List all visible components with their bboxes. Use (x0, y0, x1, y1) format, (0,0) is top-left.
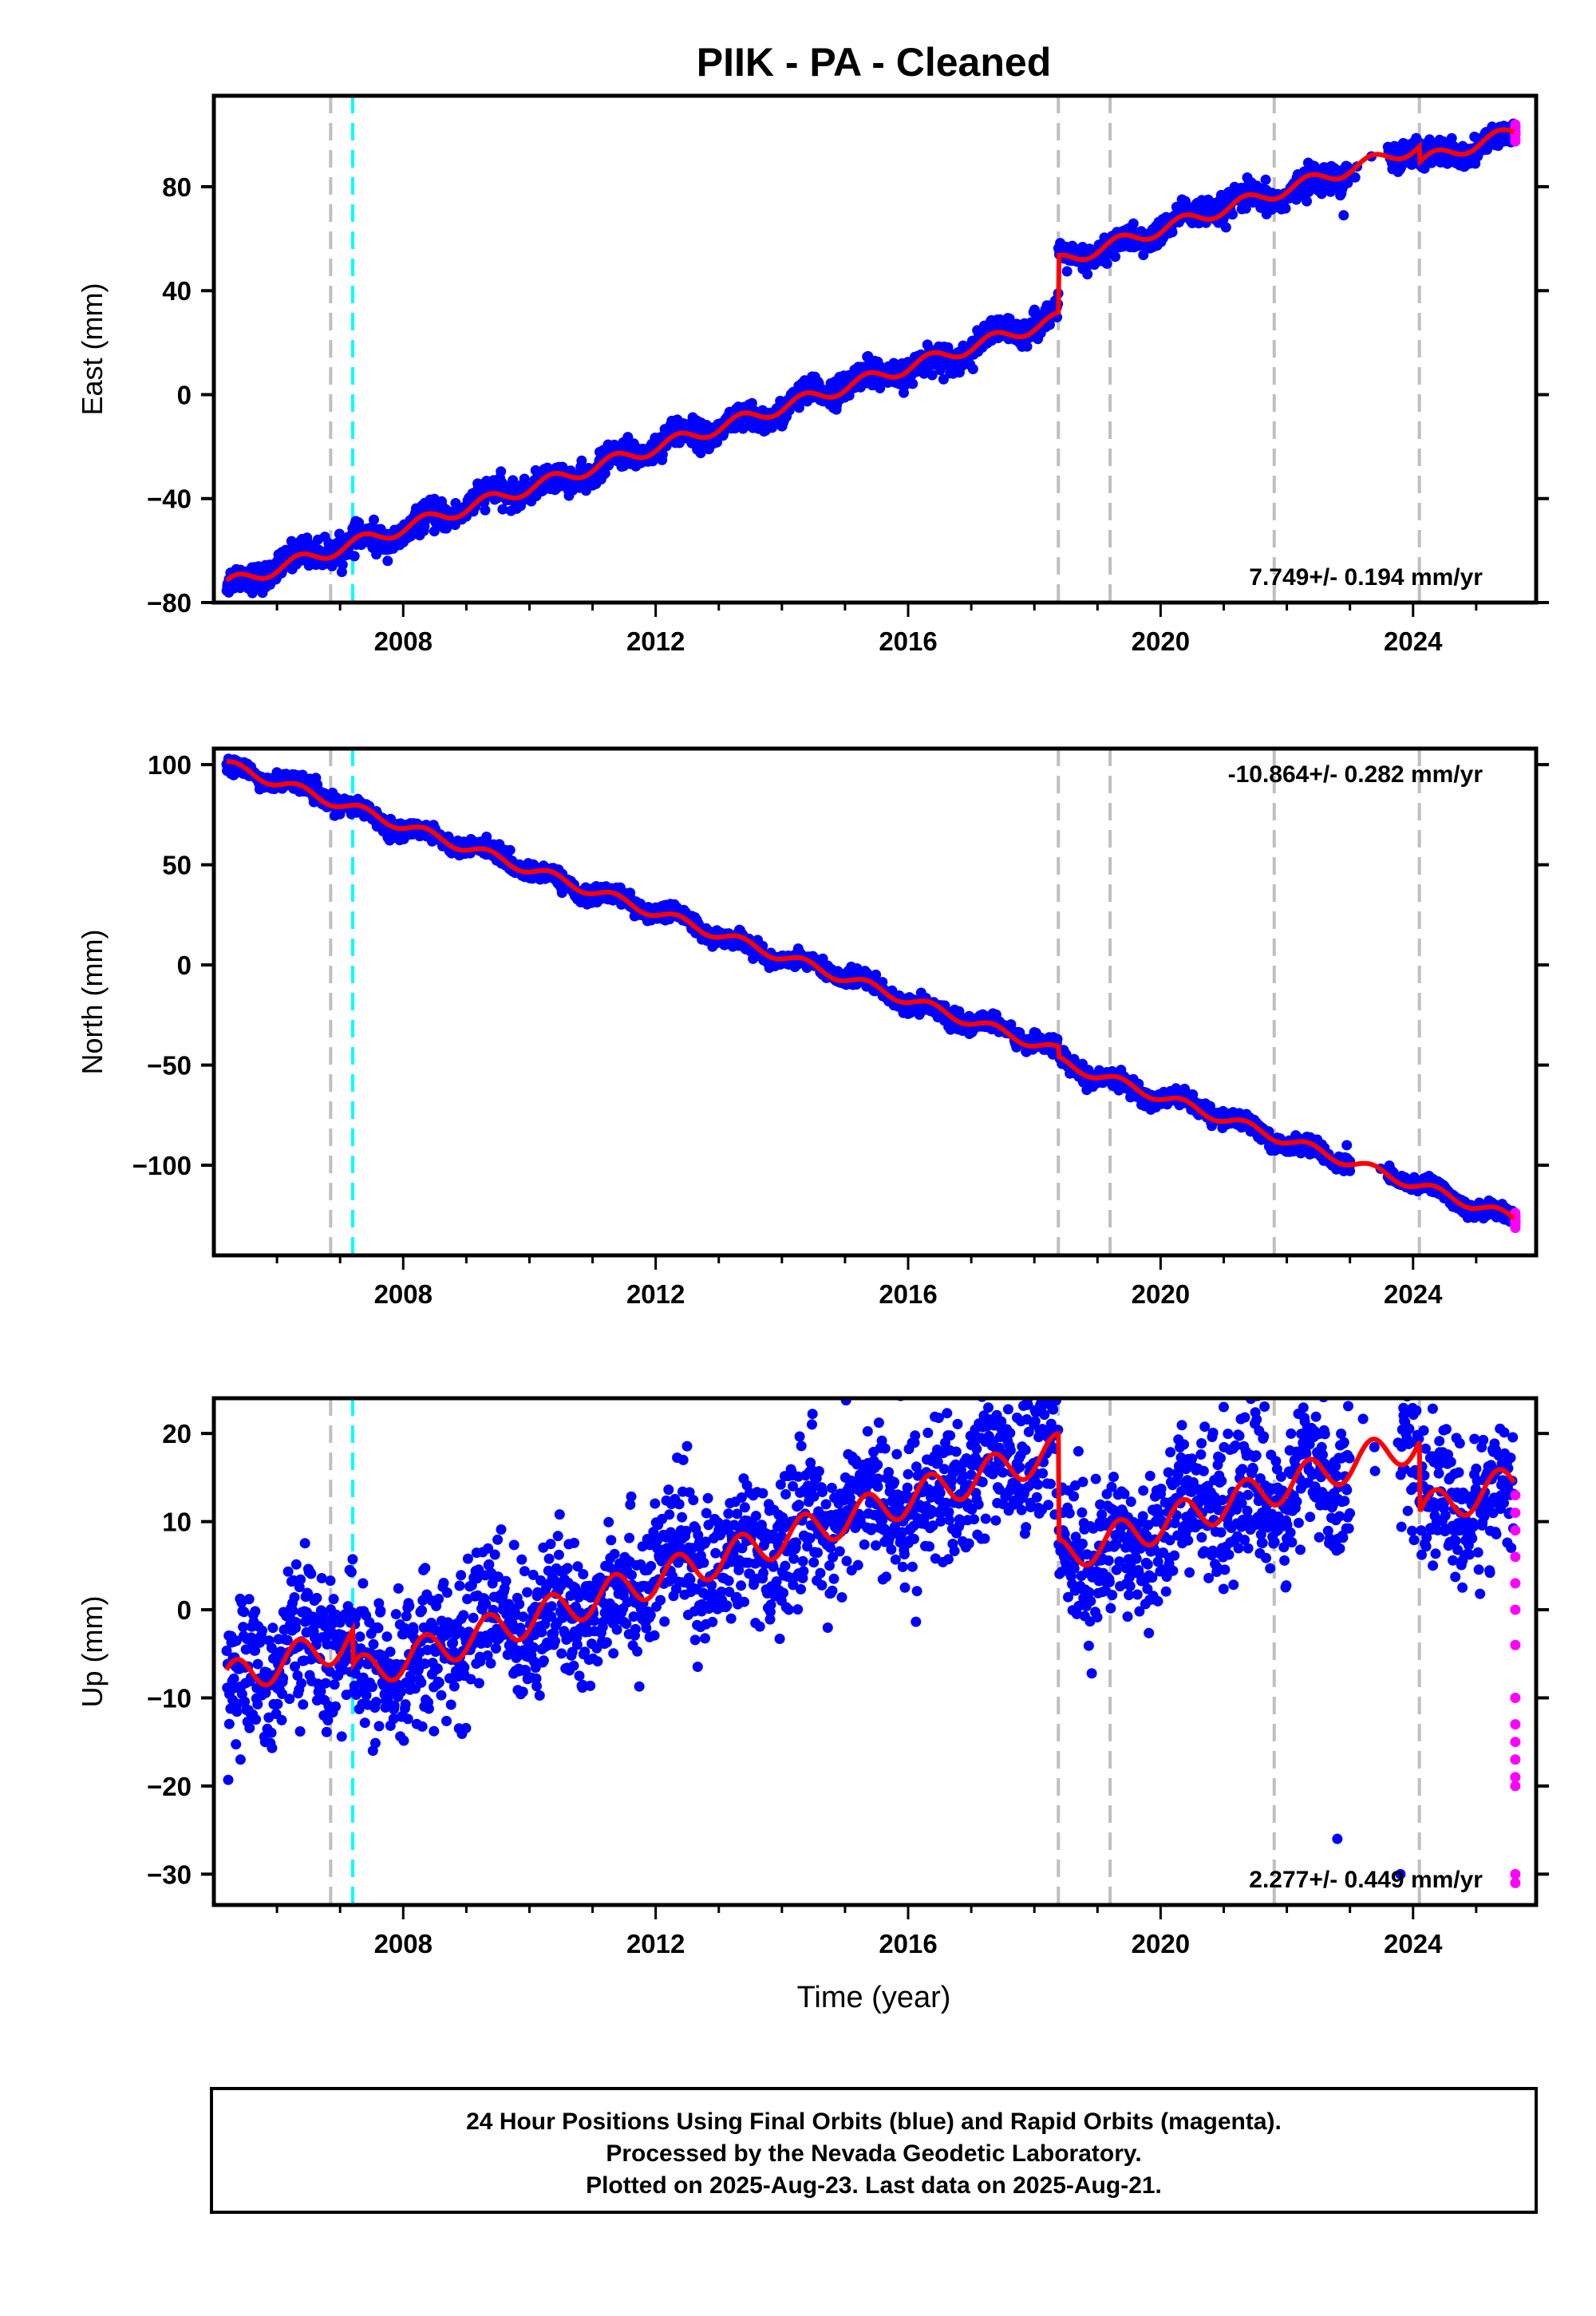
final-orbit-point (334, 528, 345, 539)
final-orbit-point (1349, 172, 1361, 183)
final-orbit-point (1110, 251, 1121, 263)
chart-title: PIIK - PA - Cleaned (697, 40, 1052, 85)
y-tick-label: 40 (162, 276, 192, 306)
final-orbit-point (497, 504, 508, 515)
rate-label-east: 7.749+/- 0.194 mm/yr (1249, 564, 1483, 591)
y-tick-label: 0 (177, 380, 192, 409)
final-orbit-point (967, 363, 978, 374)
event-lines (329, 96, 1421, 603)
final-orbit-point (926, 370, 938, 381)
final-orbit-point (1345, 1165, 1356, 1176)
final-orbit-point (1302, 196, 1313, 207)
y-tick-label: 80 (162, 172, 192, 202)
final-orbit-point (622, 432, 634, 443)
final-orbit-points (221, 118, 1519, 599)
x-tick-label: 2016 (879, 626, 937, 656)
final-orbit-point (695, 448, 706, 459)
final-orbit-point (349, 551, 360, 562)
final-orbit-point (907, 378, 918, 389)
final-orbit-point (334, 808, 346, 820)
final-orbit-point (843, 390, 855, 401)
outlier-point (1338, 210, 1349, 221)
event-lines (329, 749, 1421, 1255)
final-orbit-point (369, 514, 379, 525)
final-orbit-point (1061, 266, 1073, 277)
final-orbit-point (1101, 258, 1112, 269)
y-tick-label: −40 (147, 484, 192, 514)
x-tick-label: 2012 (626, 626, 685, 656)
final-orbit-point (938, 373, 949, 385)
final-orbit-point (1342, 177, 1353, 188)
final-orbit-point (875, 382, 886, 393)
y-axis-label-east: East (mm) (76, 283, 109, 416)
final-orbit-point (1260, 174, 1271, 185)
plot-frame (211, 93, 1539, 605)
final-orbit-point (480, 504, 491, 516)
final-orbit-point (504, 844, 516, 856)
outlier-point (1124, 241, 1135, 252)
final-orbit-point (382, 555, 393, 567)
final-orbit-point (657, 449, 668, 460)
x-tick-label: 2024 (1384, 626, 1443, 656)
final-orbit-point (576, 455, 587, 466)
final-orbit-point (1220, 222, 1231, 233)
final-orbit-point (1128, 218, 1139, 229)
final-orbit-point (1082, 269, 1093, 280)
final-orbit-point (496, 466, 507, 477)
final-orbit-point (1167, 227, 1178, 238)
panel-east: −80 −40 0 40 80 2008 2012 2016 2020 2024 East (mm)… (76, 93, 1549, 656)
final-orbit-point (1227, 209, 1238, 220)
panels: −80 −40 0 40 80 2008 2012 2016 2020 2024 East (mm)… (76, 93, 1549, 1958)
final-orbit-point (1021, 341, 1033, 352)
final-orbit-point (519, 473, 530, 484)
final-orbit-point (1280, 203, 1291, 214)
final-orbit-point (1329, 163, 1340, 174)
x-tick-label: 2020 (1132, 626, 1190, 656)
final-orbit-point (899, 387, 909, 398)
final-orbit-point (337, 559, 348, 571)
model-fit-line (225, 127, 1515, 583)
x-tick-label: 2008 (374, 626, 433, 656)
y-tick-label: −80 (147, 588, 192, 618)
final-orbit-point (1446, 132, 1457, 144)
